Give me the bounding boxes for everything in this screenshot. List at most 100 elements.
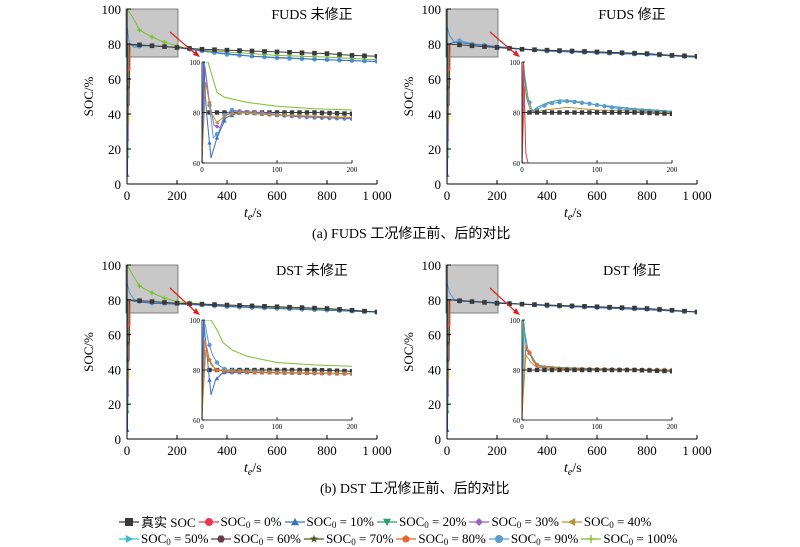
marker [224,302,230,308]
inset-x-tick-label: 100 [272,423,283,431]
marker [447,376,450,381]
marker [632,110,637,115]
marker [149,43,155,49]
marker [572,367,577,373]
x-tick-label: 1 000 [682,188,711,203]
marker [217,535,226,542]
marker [519,301,525,307]
legend-label: SOC0 = 20% [398,513,467,530]
marker [127,120,130,125]
legend-label: SOC0 = 90% [510,530,579,547]
marker [319,110,325,115]
marker [647,110,652,116]
y-tick-label: 60 [428,72,441,87]
marker [274,367,280,373]
marker [207,101,212,107]
marker [267,367,272,373]
chart-panel: 0 200 400 600 800 1 000020406080100SOC/%te/sD… [401,258,712,478]
marker [632,305,637,311]
legend-label: SOC0 = 0% [220,513,282,530]
marker [447,428,450,432]
inset-x-tick-label: 200 [667,423,678,431]
marker [249,48,255,54]
legend-swatch [561,517,582,526]
y-tick-label: 100 [102,2,122,17]
y-axis-label: SOC/% [401,76,416,116]
legend: 真实 SOC SOC0 = 0% SOC0 = 10% SOC0 = 20% SOC0 … [118,513,718,547]
chart-title: DST 未修正 [276,263,348,279]
y-tick-label: 80 [108,37,121,52]
x-tick-label: 0 [124,188,131,203]
zoom-arrow-head [513,308,520,315]
marker [694,53,697,59]
inset-series-line [202,320,352,420]
marker [644,51,650,56]
marker [639,368,645,373]
marker [214,120,219,125]
y-tick-label: 0 [115,177,122,192]
y-tick-label: 100 [102,258,122,273]
marker [594,110,600,115]
marker [569,48,575,54]
marker [334,111,340,116]
marker [494,300,500,306]
inset-y-tick-label: 100 [190,317,201,325]
legend-item: SOC0 = 60% [210,531,301,547]
marker [249,303,255,309]
marker [337,52,342,57]
marker [494,45,500,50]
marker [457,38,462,43]
marker [507,301,512,307]
legend-swatch [581,534,602,543]
x-tick-label: 800 [317,188,337,203]
marker [237,48,242,53]
marker [564,367,570,373]
marker [222,114,227,119]
marker [549,367,555,373]
marker [469,43,475,49]
marker [669,53,675,58]
marker [447,411,450,415]
caption-a: (a) FUDS 工况修正前、后的对比 [312,227,511,242]
marker [289,113,294,118]
marker [587,110,592,115]
inset-series-line [522,62,672,163]
marker [229,111,234,117]
x-tick-label: 600 [587,188,607,203]
x-tick-label: 200 [167,443,187,458]
inset-y-tick-label: 100 [510,317,521,325]
x-tick-label: 0 [444,188,451,203]
x-tick-label: 1 000 [362,443,391,458]
marker [447,156,450,160]
marker [349,111,352,116]
marker [557,367,562,373]
marker [447,358,450,363]
marker [579,110,585,115]
marker [137,298,142,303]
marker [274,304,280,310]
marker [594,102,600,108]
x-axis-label: te/s [564,461,582,478]
marker [342,368,347,374]
marker [327,114,332,119]
legend-swatch [396,534,417,542]
legend-item: SOC0 = 30% [468,514,559,530]
y-tick-label: 80 [428,293,441,308]
marker [319,368,325,373]
y-tick-label: 100 [422,258,442,273]
marker [602,103,607,109]
marker [607,50,612,55]
marker [662,111,667,116]
legend-label: SOC0 = 80% [418,530,486,547]
marker [557,303,562,308]
marker [327,110,332,116]
marker [647,368,652,373]
marker [632,367,637,373]
inset-x-tick-label: 0 [200,423,204,431]
marker [127,103,130,107]
marker [632,50,637,56]
legend-row: 真实 SOC SOC0 = 0% SOC0 = 10% SOC0 = 20% SOC0 … [118,513,718,530]
marker [542,367,547,373]
x-tick-label: 600 [587,443,607,458]
marker [214,110,220,115]
